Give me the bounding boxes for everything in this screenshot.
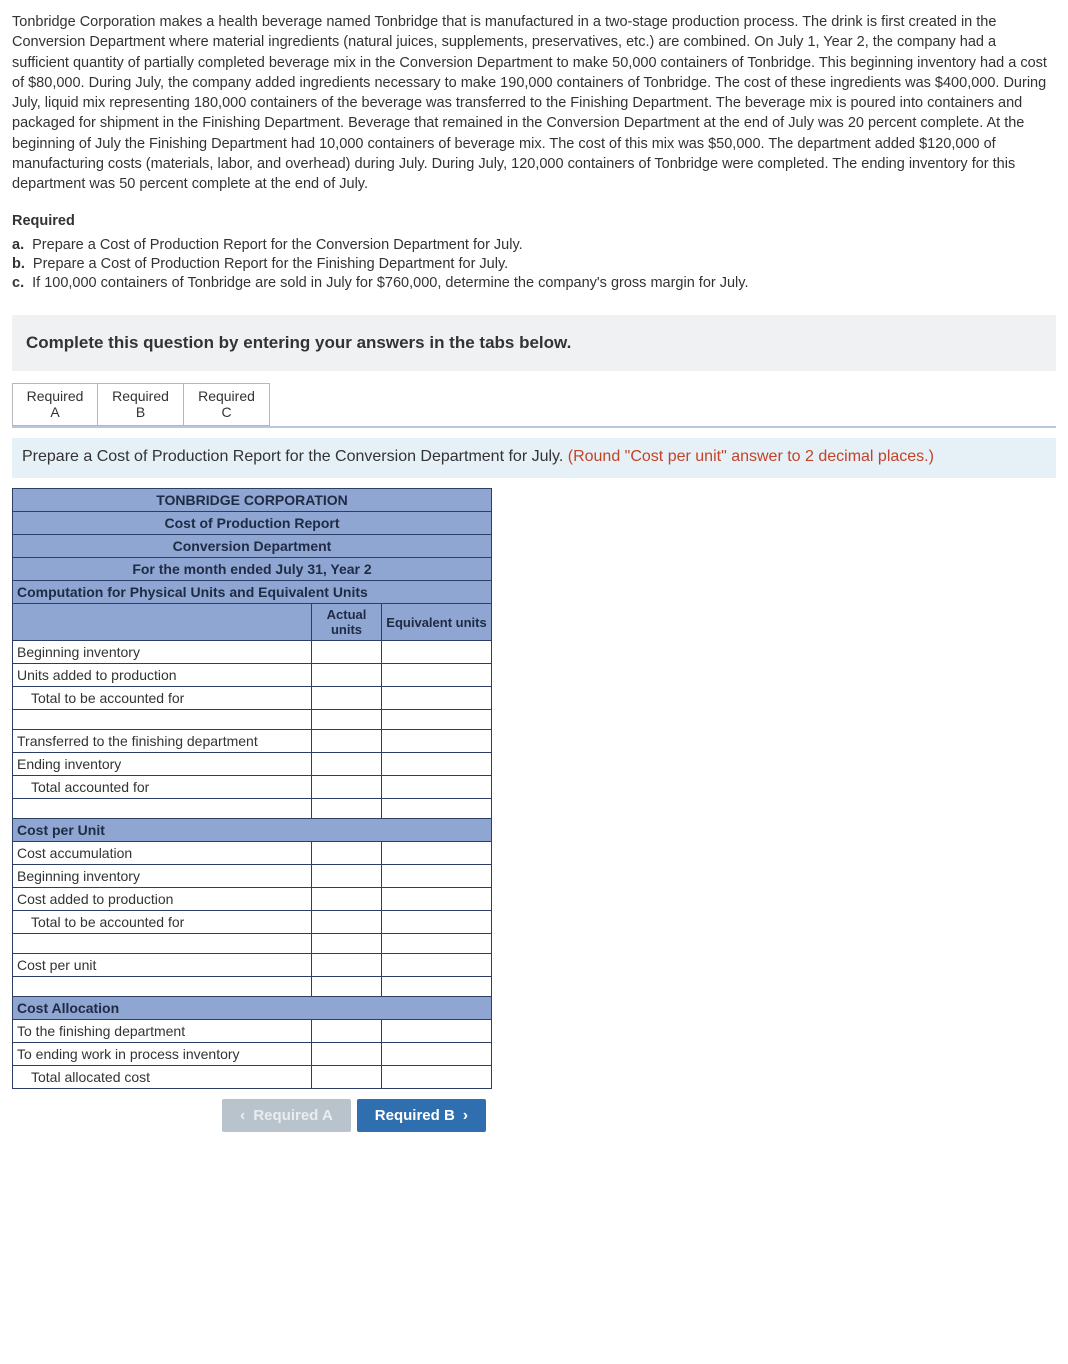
- instruction-main: Prepare a Cost of Production Report for …: [22, 448, 568, 465]
- col-actual-units: Actual units: [312, 604, 382, 641]
- input-cell[interactable]: [312, 911, 382, 934]
- next-button[interactable]: Required B ›: [357, 1099, 486, 1132]
- problem-statement: Tonbridge Corporation makes a health bev…: [12, 12, 1056, 195]
- row-to-finishing: To the finishing department: [13, 1020, 312, 1043]
- input-cell[interactable]: [382, 954, 492, 977]
- col-equivalent-units: Equivalent units: [382, 604, 492, 641]
- row-total-to-account: Total to be accounted for: [13, 687, 312, 710]
- input-cell[interactable]: [382, 730, 492, 753]
- chevron-left-icon: ‹: [240, 1108, 245, 1124]
- input-cell[interactable]: [312, 842, 382, 865]
- requirement-text: If 100,000 containers of Tonbridge are s…: [32, 275, 748, 291]
- row-ending-inventory: Ending inventory: [13, 753, 312, 776]
- input-cell[interactable]: [312, 776, 382, 799]
- next-label: Required B: [375, 1107, 455, 1124]
- input-cell[interactable]: [312, 888, 382, 911]
- input-cell[interactable]: [312, 954, 382, 977]
- nav-buttons: ‹ Required A Required B ›: [12, 1099, 1056, 1132]
- row-units-added: Units added to production: [13, 664, 312, 687]
- tab-line1: Required: [194, 388, 259, 405]
- input-cell[interactable]: [382, 865, 492, 888]
- row-beginning-inventory: Beginning inventory: [13, 641, 312, 664]
- row-total-accounted: Total accounted for: [13, 776, 312, 799]
- requirement-text: Prepare a Cost of Production Report for …: [33, 256, 508, 272]
- tab-required-b[interactable]: Required B: [98, 383, 184, 427]
- row-cost-added: Cost added to production: [13, 888, 312, 911]
- row-cost-total-to-account: Total to be accounted for: [13, 911, 312, 934]
- requirement-letter: b.: [12, 256, 25, 272]
- tab-required-c[interactable]: Required C: [184, 383, 270, 427]
- cost-of-production-table: TONBRIDGE CORPORATION Cost of Production…: [12, 488, 492, 1089]
- requirement-letter: a.: [12, 237, 24, 253]
- prev-label: Required A: [253, 1107, 332, 1124]
- row-to-ending-wip: To ending work in process inventory: [13, 1043, 312, 1066]
- requirement-a: a. Prepare a Cost of Production Report f…: [12, 237, 1056, 253]
- section-physical-units: Computation for Physical Units and Equiv…: [13, 581, 492, 604]
- input-cell[interactable]: [382, 664, 492, 687]
- input-cell[interactable]: [312, 687, 382, 710]
- input-cell[interactable]: [382, 641, 492, 664]
- title-row-department: Conversion Department: [13, 535, 492, 558]
- required-heading: Required: [12, 213, 1056, 229]
- input-cell[interactable]: [312, 1066, 382, 1089]
- tab-line2: B: [108, 404, 173, 421]
- title-row-period: For the month ended July 31, Year 2: [13, 558, 492, 581]
- input-cell[interactable]: [382, 911, 492, 934]
- tab-instruction: Prepare a Cost of Production Report for …: [12, 438, 1056, 478]
- tab-line1: Required: [108, 388, 173, 405]
- title-row-company: TONBRIDGE CORPORATION: [13, 489, 492, 512]
- input-cell[interactable]: [382, 1066, 492, 1089]
- row-transferred: Transferred to the finishing department: [13, 730, 312, 753]
- requirements-list: a. Prepare a Cost of Production Report f…: [12, 237, 1056, 291]
- input-cell[interactable]: [382, 1020, 492, 1043]
- tab-bar: Required A Required B Required C: [12, 383, 1056, 429]
- instruction-hint: (Round "Cost per unit" answer to 2 decim…: [568, 448, 934, 465]
- prev-button[interactable]: ‹ Required A: [222, 1099, 351, 1132]
- requirement-c: c. If 100,000 containers of Tonbridge ar…: [12, 275, 1056, 291]
- input-cell[interactable]: [382, 753, 492, 776]
- input-cell[interactable]: [312, 865, 382, 888]
- tab-required-a[interactable]: Required A: [12, 383, 98, 427]
- instruction-panel: Complete this question by entering your …: [12, 315, 1056, 371]
- input-cell[interactable]: [382, 842, 492, 865]
- section-cost-per-unit: Cost per Unit: [13, 819, 492, 842]
- tab-line2: A: [23, 404, 87, 421]
- tab-line1: Required: [23, 388, 87, 405]
- row-beg-inv-cost: Beginning inventory: [13, 865, 312, 888]
- input-cell[interactable]: [312, 1020, 382, 1043]
- input-cell[interactable]: [382, 687, 492, 710]
- col-blank: [13, 604, 312, 641]
- requirement-letter: c.: [12, 275, 24, 291]
- row-total-allocated: Total allocated cost: [13, 1066, 312, 1089]
- input-cell[interactable]: [312, 664, 382, 687]
- section-cost-allocation: Cost Allocation: [13, 997, 492, 1020]
- input-cell[interactable]: [382, 888, 492, 911]
- requirement-text: Prepare a Cost of Production Report for …: [32, 237, 523, 253]
- row-cost-accumulation: Cost accumulation: [13, 842, 312, 865]
- input-cell[interactable]: [312, 730, 382, 753]
- row-cost-per-unit: Cost per unit: [13, 954, 312, 977]
- input-cell[interactable]: [312, 753, 382, 776]
- input-cell[interactable]: [382, 1043, 492, 1066]
- input-cell[interactable]: [382, 776, 492, 799]
- chevron-right-icon: ›: [463, 1108, 468, 1124]
- tab-line2: C: [194, 404, 259, 421]
- title-row-report: Cost of Production Report: [13, 512, 492, 535]
- requirement-b: b. Prepare a Cost of Production Report f…: [12, 256, 1056, 272]
- input-cell[interactable]: [312, 641, 382, 664]
- input-cell[interactable]: [312, 1043, 382, 1066]
